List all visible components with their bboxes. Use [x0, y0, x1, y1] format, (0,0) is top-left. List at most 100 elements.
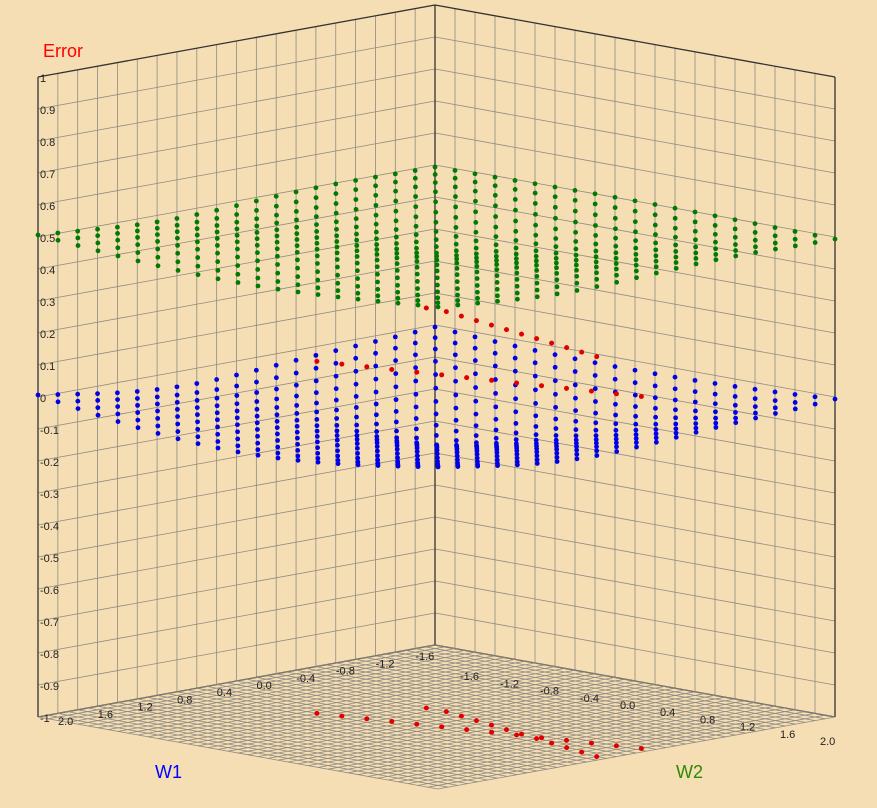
- data-point-lower: [234, 401, 240, 407]
- data-point-upper: [673, 265, 679, 271]
- data-point-upper: [175, 235, 180, 241]
- data-point-lower: [275, 450, 281, 456]
- data-point-upper: [633, 262, 639, 268]
- data-point-upper: [235, 246, 240, 252]
- data-point-upper: [393, 198, 399, 204]
- data-point-shadow: [514, 732, 520, 738]
- data-point-upper: [432, 172, 438, 177]
- data-point-lower: [613, 427, 619, 433]
- data-point-path: [389, 367, 395, 372]
- data-point-lower: [732, 384, 738, 389]
- data-point-lower: [533, 400, 538, 406]
- data-point-lower: [334, 437, 340, 443]
- data-point-upper: [373, 212, 379, 218]
- grid-line: [434, 516, 836, 590]
- data-point-upper: [434, 253, 440, 259]
- data-point-upper: [195, 239, 200, 245]
- data-point-lower: [752, 396, 758, 402]
- data-point-lower: [673, 430, 679, 436]
- data-point-upper: [713, 257, 719, 263]
- data-point-lower: [652, 383, 658, 389]
- data-point-shadow: [564, 737, 569, 743]
- data-point-upper: [334, 233, 340, 239]
- data-point-lower: [733, 420, 739, 426]
- w2-tick-label: -0.4: [580, 693, 599, 705]
- data-point-upper: [355, 276, 360, 282]
- data-point-upper: [673, 260, 679, 265]
- data-point-lower: [733, 415, 738, 421]
- data-point-upper: [534, 268, 540, 273]
- data-point-upper: [613, 243, 619, 249]
- w2-tick-label: 1.6: [780, 729, 795, 741]
- data-point-upper: [473, 229, 479, 235]
- data-point-upper: [353, 206, 359, 212]
- data-point-lower: [552, 378, 558, 384]
- data-point-path: [504, 327, 509, 333]
- data-point-upper: [633, 257, 639, 263]
- data-point-upper: [633, 229, 638, 235]
- data-point-path: [423, 305, 429, 311]
- data-point-lower: [512, 343, 518, 349]
- data-point-lower: [393, 371, 399, 376]
- data-point-upper: [334, 250, 340, 256]
- data-point-upper: [394, 246, 400, 252]
- data-point-lower: [553, 416, 559, 422]
- data-point-lower: [115, 390, 120, 396]
- data-point-lower: [493, 416, 499, 422]
- data-point-upper: [314, 240, 320, 246]
- data-point-lower: [414, 445, 420, 451]
- data-point-lower: [572, 369, 578, 374]
- data-point-lower: [234, 393, 240, 398]
- data-point-upper: [373, 202, 379, 208]
- data-point-upper: [335, 288, 341, 294]
- data-point-lower: [274, 405, 280, 410]
- data-point-lower: [155, 415, 161, 421]
- data-point-upper: [275, 253, 280, 259]
- data-point-upper: [492, 192, 498, 198]
- data-point-upper: [255, 250, 260, 256]
- data-point-upper: [95, 240, 101, 246]
- grid-line: [37, 132, 436, 206]
- data-point-lower: [392, 334, 398, 340]
- data-point-lower: [155, 401, 160, 407]
- data-point-lower: [274, 425, 280, 431]
- floor-grid-line: [47, 714, 448, 788]
- data-point-upper: [513, 228, 519, 234]
- data-point-upper: [235, 280, 241, 285]
- data-point-lower: [672, 374, 678, 380]
- data-point-lower: [653, 427, 659, 432]
- data-point-upper: [35, 232, 41, 238]
- floor-grid-line: [117, 702, 518, 775]
- data-point-upper: [115, 237, 121, 243]
- data-point-lower: [453, 392, 459, 398]
- data-point-upper: [354, 248, 360, 254]
- data-point-lower: [433, 372, 438, 377]
- data-point-upper: [533, 241, 539, 247]
- data-point-lower: [812, 401, 818, 407]
- data-point-lower: [333, 397, 339, 403]
- data-point-upper: [652, 222, 658, 228]
- data-point-lower: [334, 433, 340, 438]
- data-point-lower: [294, 429, 300, 435]
- data-point-upper: [394, 255, 400, 261]
- data-point-upper: [234, 232, 240, 238]
- data-point-shadow: [339, 713, 345, 719]
- data-point-lower: [453, 365, 458, 371]
- data-point-lower: [573, 427, 579, 433]
- data-point-upper: [414, 271, 420, 277]
- data-point-upper: [472, 179, 478, 185]
- data-point-upper: [492, 183, 498, 189]
- data-point-path: [439, 372, 445, 378]
- data-point-lower: [293, 382, 299, 388]
- data-point-upper: [393, 227, 399, 232]
- data-point-upper: [493, 248, 499, 254]
- error-tick-label: -0.4: [40, 521, 59, 533]
- data-point-upper: [513, 238, 519, 243]
- data-point-upper: [453, 234, 459, 239]
- data-point-upper: [355, 283, 361, 289]
- data-point-lower: [413, 391, 419, 397]
- data-point-lower: [135, 417, 141, 423]
- w2-tick-label: -1.6: [460, 671, 479, 683]
- data-point-lower: [374, 421, 379, 427]
- data-point-upper: [534, 262, 539, 268]
